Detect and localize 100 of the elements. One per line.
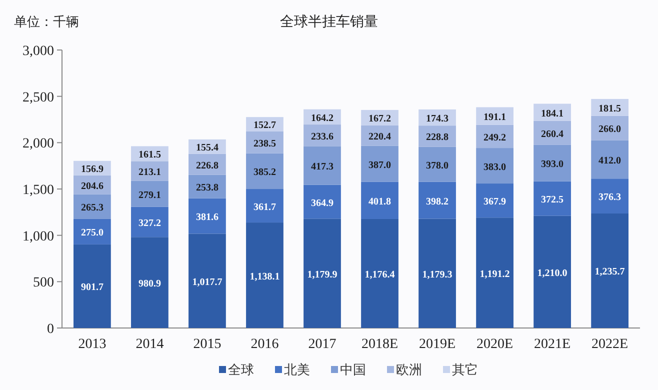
- bar: [476, 184, 514, 218]
- data-label: 204.6: [80, 180, 104, 192]
- bar: [476, 148, 514, 184]
- data-label: 249.2: [484, 132, 506, 144]
- bar: [74, 244, 111, 328]
- data-label: 174.3: [426, 114, 449, 125]
- bar: [246, 153, 284, 190]
- data-label: 167.2: [368, 114, 392, 125]
- bar: [246, 189, 284, 223]
- data-label: 385.2: [253, 167, 276, 178]
- data-label: 279.1: [138, 190, 161, 201]
- data-label: 383.0: [484, 162, 506, 173]
- bar: [304, 218, 341, 328]
- data-label: 393.0: [541, 159, 564, 170]
- data-label: 1,176.4: [364, 269, 395, 280]
- bar: [476, 218, 514, 328]
- data-label: 378.0: [426, 160, 449, 172]
- legend-label: 北美: [284, 362, 310, 378]
- data-label: 1,235.7: [594, 266, 625, 278]
- data-label: 156.9: [80, 164, 104, 176]
- data-label: 387.0: [368, 160, 392, 171]
- data-label: 398.2: [426, 196, 449, 208]
- y-tick-label: 3,000: [22, 44, 54, 59]
- data-label: 1,179.3: [422, 269, 452, 280]
- x-tick-label: 2021E: [534, 337, 571, 352]
- x-tick-label: 2015: [193, 337, 222, 352]
- bar: [131, 206, 168, 238]
- data-label: 1,210.0: [537, 268, 568, 279]
- data-label: 161.5: [138, 150, 161, 161]
- data-label: 213.1: [138, 167, 161, 178]
- bar: [188, 234, 226, 328]
- bar: [304, 146, 341, 185]
- data-label: 367.9: [484, 196, 506, 208]
- legend-label: 其它: [452, 362, 478, 378]
- x-tick-label: 2022E: [592, 337, 628, 352]
- bar: [361, 218, 398, 328]
- data-label: 376.3: [598, 192, 622, 204]
- data-label: 327.2: [138, 218, 161, 229]
- data-label: 233.6: [310, 131, 334, 142]
- data-label: 155.4: [196, 142, 218, 154]
- data-label: 253.8: [196, 182, 218, 194]
- bar: [534, 144, 571, 182]
- bar: [131, 161, 168, 181]
- chart-title: 全球半挂车销量: [280, 14, 378, 30]
- bar: [418, 218, 456, 328]
- data-label: 238.5: [253, 138, 276, 150]
- x-tick-label: 2018E: [361, 337, 398, 352]
- data-label: 220.4: [368, 132, 392, 143]
- legend-label: 欧洲: [396, 363, 422, 378]
- bar: [188, 174, 226, 198]
- bar: [361, 146, 398, 182]
- data-label: 901.7: [80, 282, 104, 294]
- bar: [418, 146, 456, 182]
- data-label: 228.8: [426, 132, 449, 144]
- bar: [246, 222, 284, 328]
- data-label: 266.0: [598, 124, 622, 136]
- y-tick-label: 2,000: [22, 136, 54, 152]
- y-tick-label: 2,500: [22, 90, 54, 106]
- data-label: 226.8: [196, 160, 218, 172]
- data-label: 260.4: [541, 128, 564, 140]
- data-label: 364.9: [310, 198, 334, 209]
- x-tick-label: 2014: [136, 337, 164, 352]
- bar: [418, 182, 456, 219]
- data-label: 181.5: [598, 103, 622, 114]
- data-label: 1,138.1: [250, 271, 280, 282]
- data-label: 412.0: [598, 156, 622, 167]
- x-tick-label: 2019E: [418, 337, 456, 352]
- x-tick-label: 2016: [250, 337, 279, 352]
- y-tick-label: 0: [47, 322, 54, 337]
- x-tick-label: 2020E: [476, 337, 514, 352]
- data-label: 275.0: [80, 228, 104, 239]
- data-label: 265.3: [80, 202, 104, 214]
- bar: [131, 180, 168, 207]
- bar: [131, 237, 168, 328]
- data-label: 381.6: [196, 212, 218, 224]
- bar: [188, 198, 226, 234]
- data-label: 372.5: [541, 194, 564, 206]
- bar: [74, 218, 111, 244]
- y-axis-title: 单位：千辆: [14, 15, 79, 30]
- bar: [246, 131, 284, 154]
- y-tick-label: 500: [33, 276, 54, 291]
- bar: [74, 194, 111, 219]
- x-tick-label: 2017: [308, 337, 336, 352]
- legend-label: 全球: [228, 363, 254, 378]
- data-label: 417.3: [310, 162, 334, 173]
- data-label: 152.7: [253, 120, 276, 132]
- data-label: 1,179.9: [307, 269, 338, 280]
- legend-label: 中国: [340, 363, 366, 378]
- bar: [534, 104, 571, 121]
- bar: [591, 178, 628, 214]
- y-tick-label: 1,500: [22, 183, 54, 198]
- x-tick-label: 2013: [78, 337, 106, 352]
- bar: [534, 216, 571, 328]
- y-tick-label: 1,000: [22, 229, 54, 244]
- bar: [591, 213, 628, 328]
- bar: [591, 140, 628, 179]
- data-label: 1,017.7: [192, 276, 222, 288]
- data-label: 184.1: [541, 108, 564, 120]
- bar: [534, 181, 571, 216]
- bar: [361, 182, 398, 219]
